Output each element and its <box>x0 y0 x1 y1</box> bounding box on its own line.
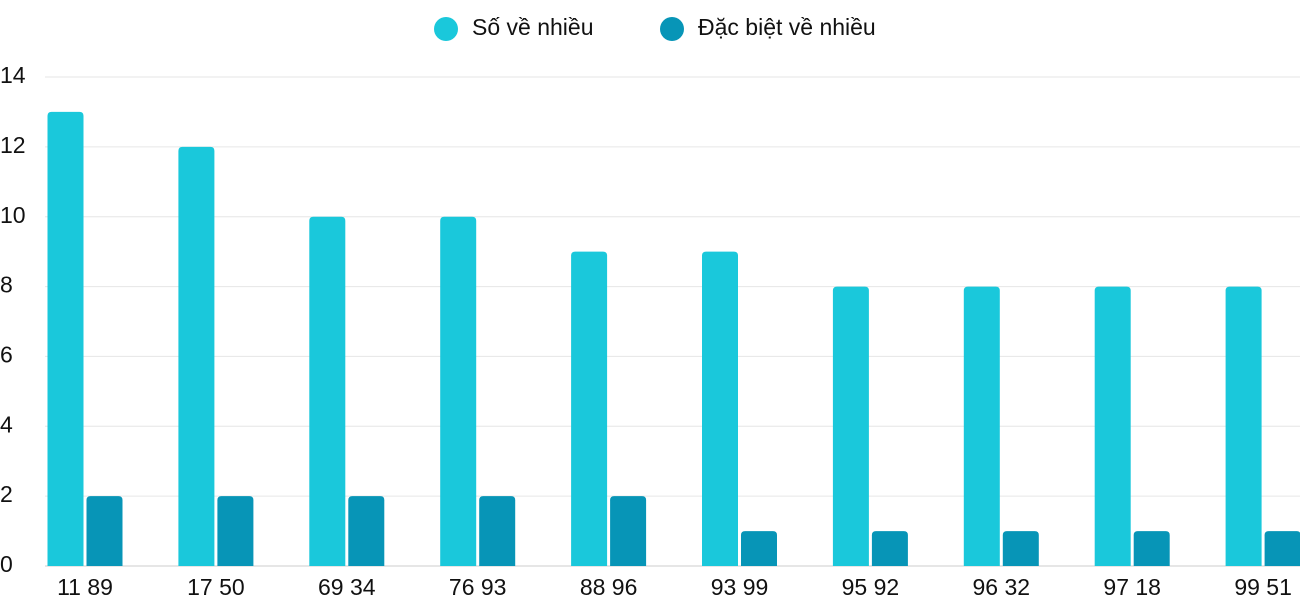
legend-marker <box>434 17 458 41</box>
y-tick-label: 0 <box>0 551 13 577</box>
bar <box>309 216 346 566</box>
x-tick-label: 96 32 <box>973 574 1031 600</box>
bar <box>871 531 908 566</box>
bar <box>1094 286 1131 566</box>
y-tick-label: 6 <box>0 342 13 368</box>
bar <box>1264 531 1300 566</box>
y-tick-label: 4 <box>0 411 13 437</box>
y-tick-label: 14 <box>0 62 26 88</box>
y-tick-label: 8 <box>0 272 13 298</box>
y-tick-label: 10 <box>0 202 26 228</box>
x-tick-label: 95 92 <box>842 574 900 600</box>
bar <box>348 496 385 566</box>
bar <box>610 496 647 566</box>
bar <box>479 496 516 566</box>
bar <box>1225 286 1262 566</box>
bar <box>1133 531 1170 566</box>
x-tick-label: 76 93 <box>449 574 507 600</box>
bar <box>440 216 477 566</box>
bar <box>178 146 215 566</box>
x-tick-label: 11 89 <box>57 574 113 600</box>
x-tick-label: 69 34 <box>318 574 376 600</box>
y-tick-label: 12 <box>0 132 26 158</box>
bar <box>47 111 84 566</box>
bar <box>217 496 254 566</box>
x-tick-label: 88 96 <box>580 574 638 600</box>
bar <box>571 251 608 566</box>
bar <box>702 251 738 566</box>
legend-marker <box>660 17 684 41</box>
bar <box>1002 531 1039 566</box>
x-tick-label: 93 99 <box>711 574 769 600</box>
y-tick-label: 2 <box>0 481 13 507</box>
legend-label: Số về nhiều <box>472 14 593 40</box>
x-tick-label: 17 50 <box>187 574 245 600</box>
bar <box>741 531 777 566</box>
bar <box>963 286 1000 566</box>
x-tick-label: 99 51 <box>1234 574 1292 600</box>
bar <box>86 496 123 566</box>
x-tick-label: 97 18 <box>1103 574 1161 600</box>
bar <box>832 286 869 566</box>
legend-label: Đặc biệt về nhiều <box>698 14 876 40</box>
